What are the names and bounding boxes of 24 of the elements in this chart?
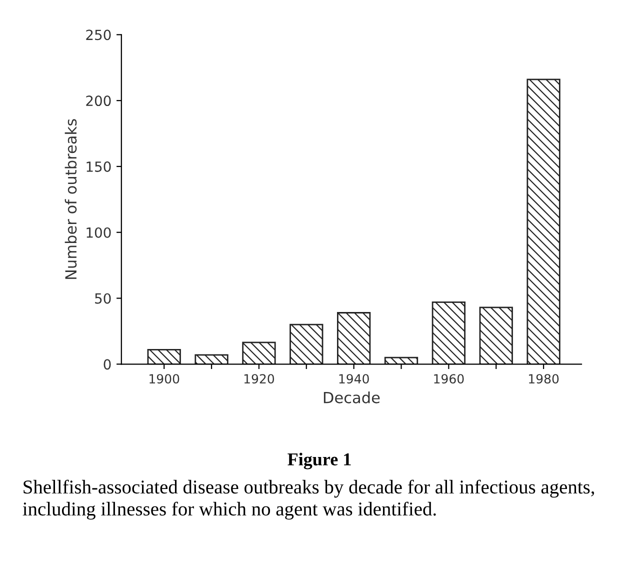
y-tick-label: 0 <box>104 359 111 370</box>
y-axis-title: Number of outbreaks <box>64 119 77 279</box>
bar <box>194 354 228 364</box>
x-tick-label: 1960 <box>434 374 464 384</box>
caption: Figure 1 <box>288 452 351 470</box>
bar <box>432 302 466 364</box>
bar <box>242 342 276 364</box>
bar <box>526 78 560 364</box>
x-tick-label: 1900 <box>150 374 180 384</box>
x-tick-label: 1920 <box>244 374 274 384</box>
y-tick-label: 200 <box>86 96 111 106</box>
y-tick-label: 250 <box>86 30 111 40</box>
bar <box>147 348 181 364</box>
y-tick-label: 100 <box>86 227 111 238</box>
y-tick-label: 50 <box>95 293 111 304</box>
x-tick-label: 1980 <box>529 374 559 384</box>
bar <box>479 306 513 364</box>
bar <box>290 324 324 364</box>
text: Shellfish-associated disease outbreaks by decade for all infectious agents, including illnesses for which no agent was identified. <box>22 480 594 520</box>
y-tick-label: 150 <box>86 161 111 172</box>
bar <box>337 312 371 364</box>
x-tick-label: 1940 <box>339 374 369 384</box>
x-axis-title: Decade <box>324 392 380 404</box>
bar <box>384 356 418 364</box>
